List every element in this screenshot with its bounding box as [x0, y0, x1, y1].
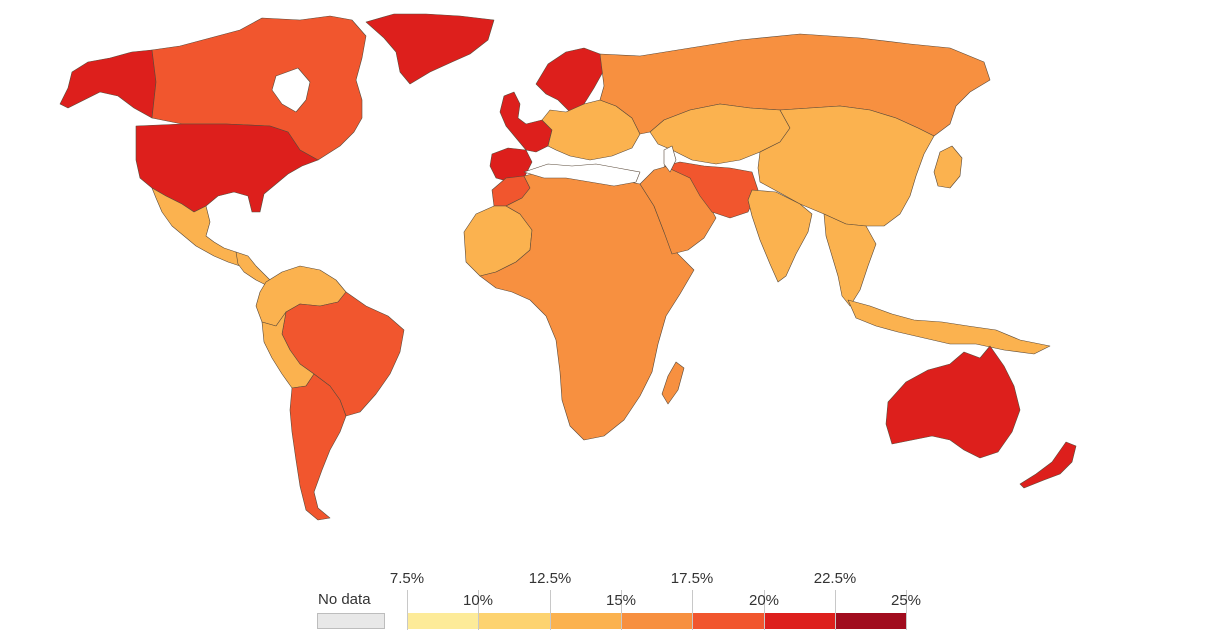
legend-bin-2 [478, 613, 550, 629]
region-scandinavia[interactable] [535, 47, 605, 113]
legend-tick-mark [906, 590, 907, 630]
legend-bin-5 [692, 613, 765, 629]
legend-bin-3 [549, 613, 622, 629]
hudson-bay [271, 67, 311, 113]
mediterranean-sea [523, 163, 641, 187]
legend-tick-mark [478, 590, 479, 630]
legend-tick-label: 10% [462, 592, 494, 609]
region-southeast-asia[interactable] [823, 213, 877, 307]
legend-tick-mark [621, 590, 622, 630]
region-new-zealand[interactable] [1019, 441, 1077, 489]
region-greenland[interactable] [365, 13, 495, 85]
legend-tick-label: 12.5% [528, 570, 572, 587]
legend-tick-mark [764, 590, 765, 630]
legend-tick-label: 25% [890, 592, 922, 609]
world-map [59, 13, 1077, 521]
legend-tick-mark [692, 590, 693, 630]
legend-tick-label: 22.5% [813, 570, 857, 587]
region-japan[interactable] [933, 145, 963, 189]
legend-no-data-swatch [317, 613, 385, 629]
region-australia[interactable] [885, 345, 1021, 459]
region-central-america[interactable] [235, 251, 273, 287]
region-indonesia[interactable] [847, 299, 1051, 355]
legend-tick-label: 20% [748, 592, 780, 609]
legend-bin-7 [835, 613, 907, 629]
caspian-sea [663, 145, 677, 173]
legend-tick-label: 7.5% [389, 570, 425, 587]
legend-color-bar [407, 613, 907, 629]
region-madagascar[interactable] [661, 361, 685, 405]
region-chile-argentina[interactable] [289, 373, 347, 521]
legend-bin-4 [621, 613, 693, 629]
legend-tick-label: 17.5% [670, 570, 714, 587]
legend-bin-1 [407, 613, 479, 629]
legend-tick-mark [550, 590, 551, 630]
legend-bin-6 [764, 613, 836, 629]
region-india[interactable] [747, 189, 813, 283]
legend-tick-mark [407, 590, 408, 630]
region-alaska[interactable] [59, 49, 157, 119]
region-china-mongolia[interactable] [757, 105, 935, 227]
legend-no-data-label: No data [318, 591, 371, 608]
legend-tick-label: 15% [605, 592, 637, 609]
legend-tick-mark [835, 590, 836, 630]
